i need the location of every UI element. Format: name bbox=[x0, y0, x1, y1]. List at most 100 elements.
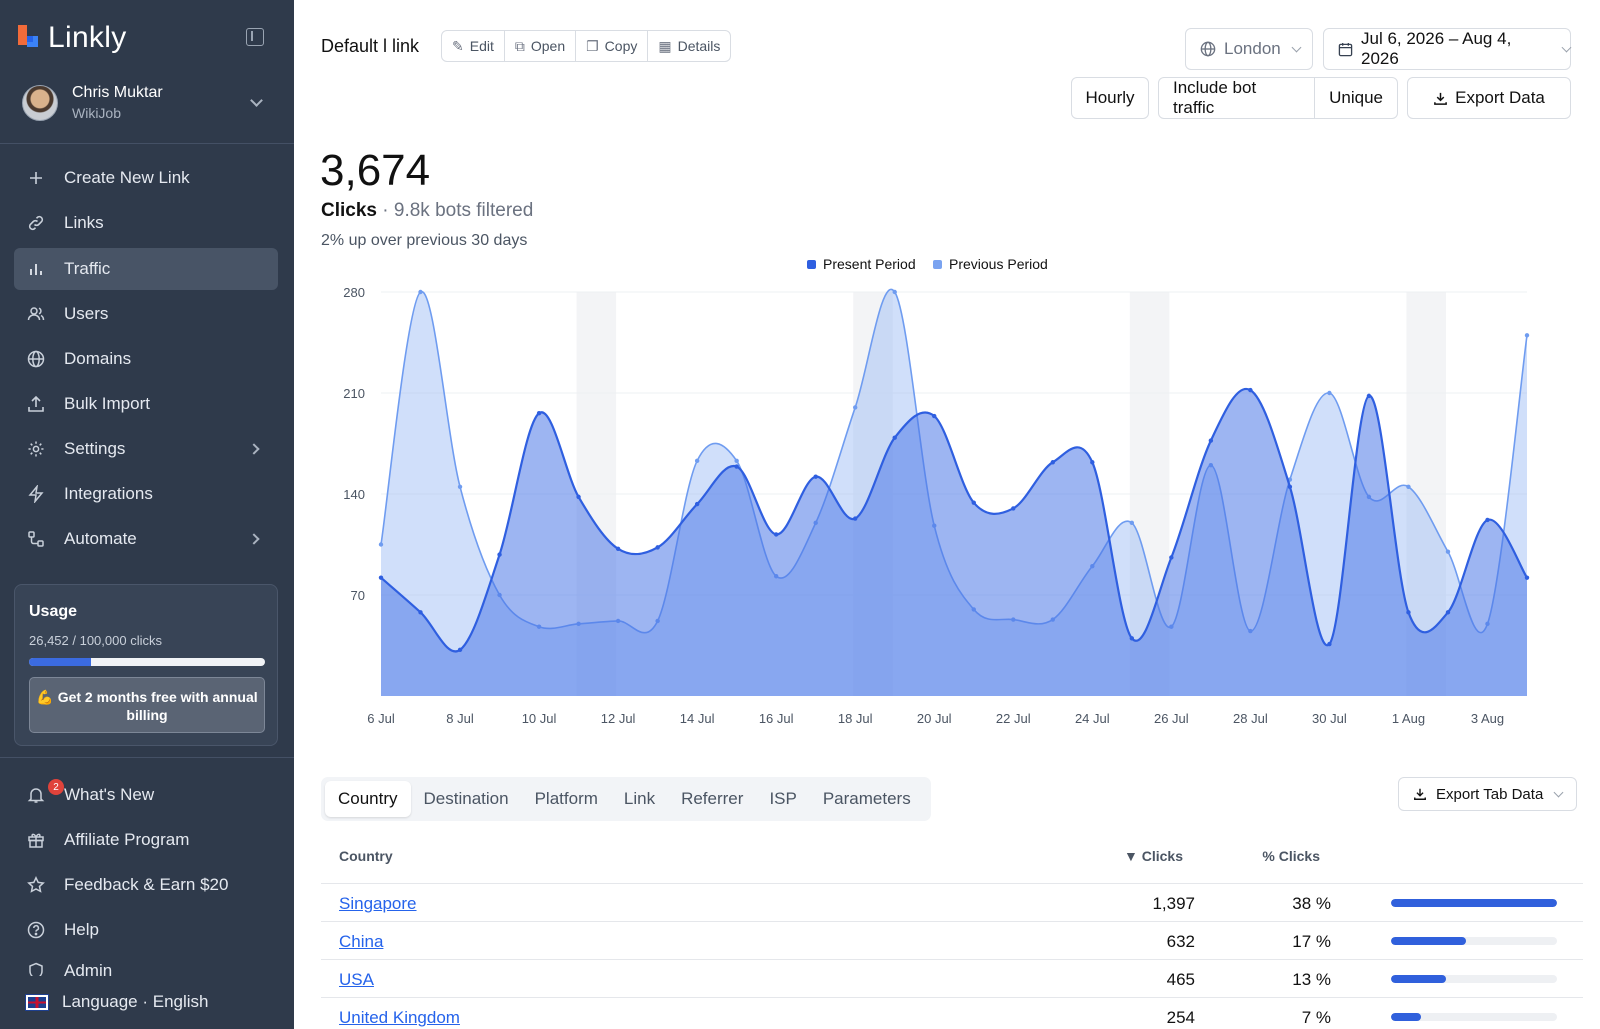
export-tab-data-button[interactable]: Export Tab Data bbox=[1398, 777, 1578, 811]
nav-traffic[interactable]: Traffic bbox=[14, 248, 278, 290]
nav-users[interactable]: Users bbox=[14, 293, 278, 335]
unique-toggle[interactable]: Unique bbox=[1315, 78, 1397, 118]
export-tab-label: Export Tab Data bbox=[1436, 785, 1544, 803]
tab-link[interactable]: Link bbox=[623, 789, 656, 808]
data-point bbox=[1366, 393, 1372, 399]
nav-integrations[interactable]: Integrations bbox=[14, 473, 278, 515]
data-point bbox=[1248, 387, 1253, 393]
users-icon bbox=[26, 304, 46, 324]
chevron-down-icon[interactable] bbox=[250, 94, 263, 107]
tab-destination[interactable]: Destination bbox=[423, 789, 509, 808]
gift-icon bbox=[26, 830, 46, 850]
edit-button[interactable]: ✎ Edit bbox=[442, 31, 505, 61]
data-point bbox=[418, 289, 423, 295]
tab-referrer[interactable]: Referrer bbox=[681, 789, 744, 808]
plus-icon bbox=[26, 168, 46, 188]
y-tick-label: 140 bbox=[343, 487, 365, 502]
user-org: WikiJob bbox=[72, 105, 122, 121]
date-range-select[interactable]: Jul 6, 2026 – Aug 4, 2026 bbox=[1323, 28, 1572, 70]
data-point bbox=[457, 484, 463, 489]
tab-platform[interactable]: Platform bbox=[534, 789, 598, 808]
copy-label: Copy bbox=[604, 38, 638, 54]
logo[interactable]: Linkly bbox=[18, 20, 127, 56]
share-bar-fill bbox=[1391, 937, 1466, 945]
nav-whats-new[interactable]: 2 What's New bbox=[14, 774, 278, 816]
star-icon bbox=[26, 875, 46, 895]
open-button[interactable]: ⧉ Open bbox=[505, 31, 577, 61]
language-selector[interactable]: Language · English bbox=[25, 992, 209, 1012]
share-bar bbox=[1391, 1013, 1557, 1021]
col-pct-clicks[interactable]: % Clicks bbox=[1262, 848, 1320, 864]
clicks-value: 254 bbox=[1166, 1008, 1195, 1027]
share-bar bbox=[1391, 975, 1557, 983]
nav-help[interactable]: Help bbox=[14, 909, 278, 951]
data-point bbox=[892, 289, 897, 295]
data-point bbox=[536, 411, 542, 416]
tab-isp[interactable]: ISP bbox=[769, 789, 797, 808]
country-link[interactable]: China bbox=[339, 932, 384, 951]
tab-parameters[interactable]: Parameters bbox=[822, 789, 911, 808]
nav-admin[interactable]: Admin bbox=[14, 952, 278, 976]
hourly-toggle[interactable]: Hourly bbox=[1071, 77, 1149, 119]
pct-value: 13 % bbox=[1292, 970, 1331, 989]
open-label: Open bbox=[530, 38, 566, 54]
upload-icon bbox=[26, 394, 46, 414]
data-point bbox=[1090, 460, 1095, 465]
location-value: London bbox=[1224, 39, 1281, 58]
tab-country[interactable]: Country bbox=[325, 781, 411, 817]
nav-settings[interactable]: Settings bbox=[14, 428, 278, 470]
country-link[interactable]: Singapore bbox=[339, 894, 417, 913]
nav-domains[interactable]: Domains bbox=[14, 338, 278, 380]
y-tick-label: 70 bbox=[351, 588, 365, 603]
data-point bbox=[813, 474, 818, 479]
pct-value: 17 % bbox=[1292, 932, 1331, 951]
data-point bbox=[1524, 575, 1530, 580]
nav-automate[interactable]: Automate bbox=[14, 518, 278, 560]
nav-label: Automate bbox=[64, 529, 137, 548]
col-clicks[interactable]: ▼ Clicks bbox=[1124, 848, 1183, 864]
country-link[interactable]: USA bbox=[339, 970, 374, 989]
uk-flag-icon bbox=[25, 993, 49, 1011]
data-point bbox=[694, 458, 700, 464]
table-row: China 632 17 % bbox=[321, 921, 1583, 959]
export-data-button[interactable]: Export Data bbox=[1407, 77, 1571, 119]
x-tick-label: 22 Jul bbox=[996, 711, 1031, 726]
download-icon bbox=[1433, 91, 1448, 106]
share-bar-fill bbox=[1391, 1013, 1421, 1021]
x-tick-label: 12 Jul bbox=[601, 711, 636, 726]
trend-text: 2% up over previous 30 days bbox=[321, 232, 528, 249]
nav-admin-clip: Admin bbox=[0, 952, 294, 976]
link-icon bbox=[26, 213, 46, 233]
data-point bbox=[576, 494, 581, 500]
external-link-icon: ⧉ bbox=[514, 37, 525, 54]
x-tick-label: 20 Jul bbox=[917, 711, 952, 726]
nav-bulk-import[interactable]: Bulk Import bbox=[14, 383, 278, 425]
usage-card: Usage 26,452 / 100,000 clicks 💪 Get 2 mo… bbox=[14, 584, 278, 746]
user-switcher[interactable]: Chris Muktar WikiJob bbox=[22, 84, 163, 121]
annual-billing-button[interactable]: 💪 Get 2 months free with annual billing bbox=[29, 677, 265, 733]
include-bot-traffic-toggle[interactable]: Include bot traffic bbox=[1159, 78, 1316, 118]
copy-button[interactable]: ❐ Copy bbox=[576, 31, 649, 61]
nav-label: What's New bbox=[64, 785, 155, 804]
sidebar-collapse-icon[interactable] bbox=[246, 28, 264, 46]
data-point bbox=[1445, 549, 1451, 554]
nav-create-new-link[interactable]: Create New Link bbox=[14, 157, 278, 199]
col-country[interactable]: Country bbox=[339, 848, 393, 864]
nav-label: Domains bbox=[64, 349, 132, 368]
hourly-label: Hourly bbox=[1085, 88, 1135, 107]
details-button[interactable]: ▦ Details bbox=[648, 31, 730, 61]
nav-links[interactable]: Links bbox=[14, 202, 278, 244]
usage-title: Usage bbox=[29, 603, 78, 620]
share-bar-fill bbox=[1391, 899, 1557, 907]
table-row: USA 465 13 % bbox=[321, 959, 1583, 997]
legend-label: Previous Period bbox=[949, 256, 1048, 272]
bell-icon: 2 bbox=[26, 779, 64, 805]
nav-feedback[interactable]: Feedback & Earn $20 bbox=[14, 864, 278, 906]
nav-label: Create New Link bbox=[64, 168, 190, 187]
x-tick-label: 6 Jul bbox=[367, 711, 395, 726]
nav-affiliate-program[interactable]: Affiliate Program bbox=[14, 819, 278, 861]
country-link[interactable]: United Kingdom bbox=[339, 1008, 460, 1027]
location-select[interactable]: London bbox=[1185, 28, 1313, 70]
data-point bbox=[971, 500, 976, 505]
clicks-summary: Clicks · 9.8k bots filtered bbox=[321, 200, 533, 222]
